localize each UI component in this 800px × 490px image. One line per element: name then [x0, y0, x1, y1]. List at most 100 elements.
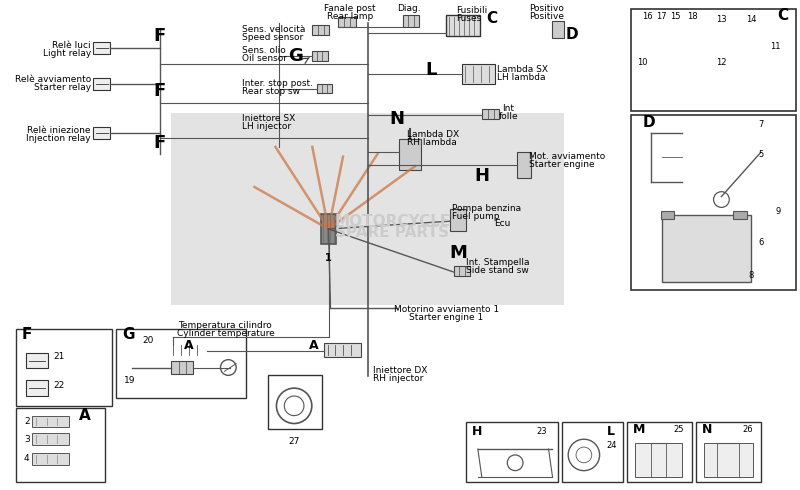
- Text: 7: 7: [758, 121, 763, 129]
- Text: 1: 1: [325, 253, 332, 264]
- Text: Int. Stampella: Int. Stampella: [466, 258, 530, 267]
- Text: 16: 16: [642, 12, 653, 22]
- Bar: [446, 15, 480, 36]
- Text: 23: 23: [536, 427, 546, 436]
- Text: 3: 3: [24, 435, 30, 444]
- Bar: [317, 84, 333, 94]
- Text: Rear stop sw: Rear stop sw: [242, 87, 300, 96]
- Bar: [93, 127, 110, 139]
- Text: Light relay: Light relay: [42, 49, 91, 58]
- Text: F: F: [154, 27, 166, 46]
- Bar: [312, 24, 330, 34]
- Text: 12: 12: [716, 57, 726, 67]
- Bar: [734, 211, 747, 219]
- Text: F: F: [154, 81, 166, 99]
- Text: L: L: [607, 425, 615, 438]
- Text: Fusibili: Fusibili: [456, 6, 487, 16]
- Text: folle: folle: [498, 112, 518, 121]
- Text: Speed sensor: Speed sensor: [242, 33, 303, 42]
- Text: Iniettore DX: Iniettore DX: [373, 366, 427, 375]
- Text: 20: 20: [142, 337, 154, 345]
- Text: D: D: [643, 116, 655, 130]
- Text: M: M: [450, 244, 467, 262]
- Text: 25: 25: [674, 425, 684, 434]
- Text: 21: 21: [54, 352, 65, 361]
- Text: Starter engine 1: Starter engine 1: [410, 313, 483, 322]
- Text: Injection relay: Injection relay: [26, 134, 91, 143]
- Text: Sens. olio: Sens. olio: [242, 46, 286, 55]
- Text: 17: 17: [656, 12, 667, 22]
- Text: 11: 11: [770, 42, 781, 51]
- Text: Fuel pump: Fuel pump: [452, 212, 500, 220]
- Text: Starter engine: Starter engine: [529, 160, 594, 169]
- Text: G: G: [288, 47, 302, 65]
- Text: F: F: [22, 327, 33, 342]
- Text: Rear lamp: Rear lamp: [327, 12, 374, 22]
- Bar: [338, 17, 356, 26]
- Bar: [635, 443, 682, 477]
- Text: 14: 14: [746, 15, 756, 24]
- Text: LH injector: LH injector: [242, 122, 291, 131]
- Text: Motorino avviamento 1: Motorino avviamento 1: [394, 305, 499, 314]
- Bar: [32, 416, 69, 427]
- Text: 4: 4: [24, 454, 30, 464]
- Text: Inter. stop post.: Inter. stop post.: [242, 79, 313, 88]
- Text: A: A: [79, 408, 91, 423]
- Text: Cylinder temperature: Cylinder temperature: [177, 329, 274, 338]
- Text: 8: 8: [748, 270, 754, 280]
- Text: Fanale post: Fanale post: [324, 4, 376, 14]
- Bar: [26, 353, 47, 368]
- Text: N: N: [702, 423, 712, 436]
- Text: C: C: [777, 8, 788, 24]
- Text: Side stand sw: Side stand sw: [466, 266, 529, 275]
- Bar: [399, 139, 421, 170]
- Bar: [466, 421, 558, 483]
- Text: D: D: [566, 27, 578, 42]
- Text: RH injector: RH injector: [373, 374, 423, 383]
- Bar: [403, 15, 419, 26]
- Text: 5: 5: [758, 150, 763, 159]
- Bar: [662, 215, 751, 282]
- Bar: [482, 109, 499, 119]
- Bar: [627, 421, 692, 483]
- Bar: [450, 209, 466, 231]
- Text: A: A: [309, 340, 318, 352]
- Text: 27: 27: [289, 437, 300, 446]
- Text: Diag.: Diag.: [398, 4, 421, 14]
- Bar: [171, 113, 564, 305]
- Text: 13: 13: [716, 15, 726, 24]
- Text: L: L: [425, 61, 436, 79]
- Bar: [93, 42, 110, 54]
- Bar: [268, 375, 322, 429]
- Text: 15: 15: [670, 12, 681, 22]
- Text: N: N: [390, 110, 405, 128]
- Text: 24: 24: [606, 441, 618, 450]
- Text: Lambda SX: Lambda SX: [498, 65, 549, 74]
- Text: A: A: [184, 340, 194, 352]
- Text: Positivo: Positivo: [529, 4, 564, 14]
- Text: LH lambda: LH lambda: [498, 73, 546, 82]
- Bar: [562, 421, 623, 483]
- Bar: [661, 211, 674, 219]
- Text: Pompa benzina: Pompa benzina: [452, 204, 522, 213]
- Bar: [171, 361, 193, 374]
- Text: 18: 18: [686, 12, 698, 22]
- Text: Sens. velocità: Sens. velocità: [242, 25, 306, 34]
- Text: 19: 19: [124, 376, 136, 385]
- Text: 9: 9: [776, 207, 781, 216]
- Bar: [324, 343, 361, 357]
- Bar: [704, 443, 753, 477]
- Text: SPARE PARTS: SPARE PARTS: [335, 225, 450, 241]
- Text: 26: 26: [742, 425, 753, 434]
- Bar: [93, 78, 110, 90]
- Bar: [462, 64, 495, 84]
- Text: Relè luci: Relè luci: [52, 41, 91, 50]
- Text: Starter relay: Starter relay: [34, 83, 91, 92]
- Text: RH lambda: RH lambda: [407, 138, 457, 147]
- Text: Lambda DX: Lambda DX: [407, 130, 459, 139]
- Bar: [26, 380, 47, 396]
- Text: 2: 2: [24, 417, 30, 426]
- Text: M: M: [633, 423, 646, 436]
- Text: Int: Int: [502, 104, 514, 113]
- Text: Fuses: Fuses: [456, 14, 482, 24]
